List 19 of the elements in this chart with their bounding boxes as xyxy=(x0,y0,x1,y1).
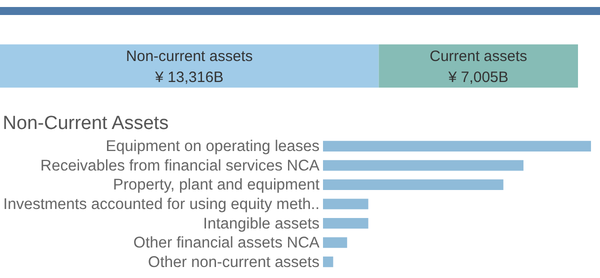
data-label: ¥ 13,316B xyxy=(154,69,224,86)
bar xyxy=(323,218,368,229)
y-tick-label: Intangible assets xyxy=(203,215,320,232)
bar xyxy=(323,179,504,190)
bar xyxy=(323,140,591,152)
y-tick-label: Other non-current assets xyxy=(148,254,320,271)
y-tick-label: Investments accounted for using equity meth.. xyxy=(3,196,320,213)
bar xyxy=(323,160,524,171)
series-label: Current assets xyxy=(430,48,528,65)
bar xyxy=(323,198,368,210)
bar xyxy=(323,256,334,268)
y-tick-label: Other financial assets NCA xyxy=(133,234,320,252)
y-tick-label: Receivables from financial services NCA xyxy=(40,157,320,174)
text: Non-Current Assets xyxy=(2,113,169,134)
bar xyxy=(323,237,348,248)
series-label: Non-current assets xyxy=(126,48,253,65)
y-tick-label: Equipment on operating leases xyxy=(106,138,320,156)
y-tick-label: Property, plant and equipment xyxy=(112,176,320,194)
data-label: ¥ 7,005B xyxy=(447,69,508,86)
